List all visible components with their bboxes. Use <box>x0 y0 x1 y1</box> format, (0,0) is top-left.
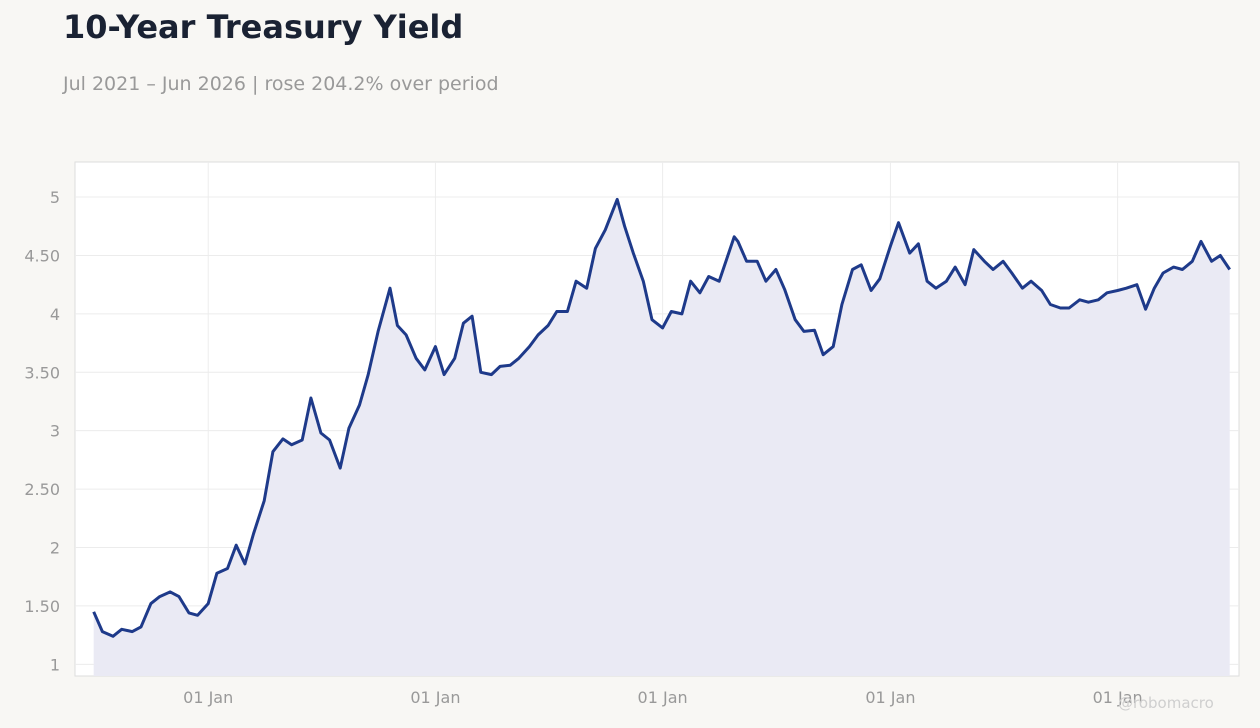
x-tick-label: 01 Jan <box>410 688 460 707</box>
x-tick-label: 01 Jan <box>638 688 688 707</box>
y-tick-label: 3.50 <box>24 363 60 382</box>
y-tick-label: 1.50 <box>24 597 60 616</box>
yield-line <box>92 197 1231 638</box>
y-axis-ticks: 1 1.50 2 2.50 3 3.50 4 4.50 5 <box>24 188 60 674</box>
y-tick-label: 5 <box>50 188 60 207</box>
x-tick-label: 01 Jan <box>183 688 233 707</box>
chart-title: 10-Year Treasury Yield <box>63 8 464 46</box>
y-tick-label: 4.50 <box>24 246 60 265</box>
y-tick-label: 3 <box>50 422 60 441</box>
x-tick-label: 01 Jan <box>1093 688 1143 707</box>
x-axis-ticks: 01 Jan 01 Jan 01 Jan 01 Jan 01 Jan <box>183 688 1143 707</box>
y-tick-label: 2.50 <box>24 480 60 499</box>
watermark: @robomacro <box>1118 694 1214 712</box>
y-tick-label: 4 <box>50 305 60 324</box>
x-tick-label: 01 Jan <box>865 688 915 707</box>
y-tick-label: 1 <box>50 655 60 674</box>
chart-subtitle: Jul 2021 – Jun 2026 | rose 204.2% over p… <box>63 73 499 95</box>
area-fill <box>93 199 1230 676</box>
y-tick-label: 2 <box>50 539 60 558</box>
